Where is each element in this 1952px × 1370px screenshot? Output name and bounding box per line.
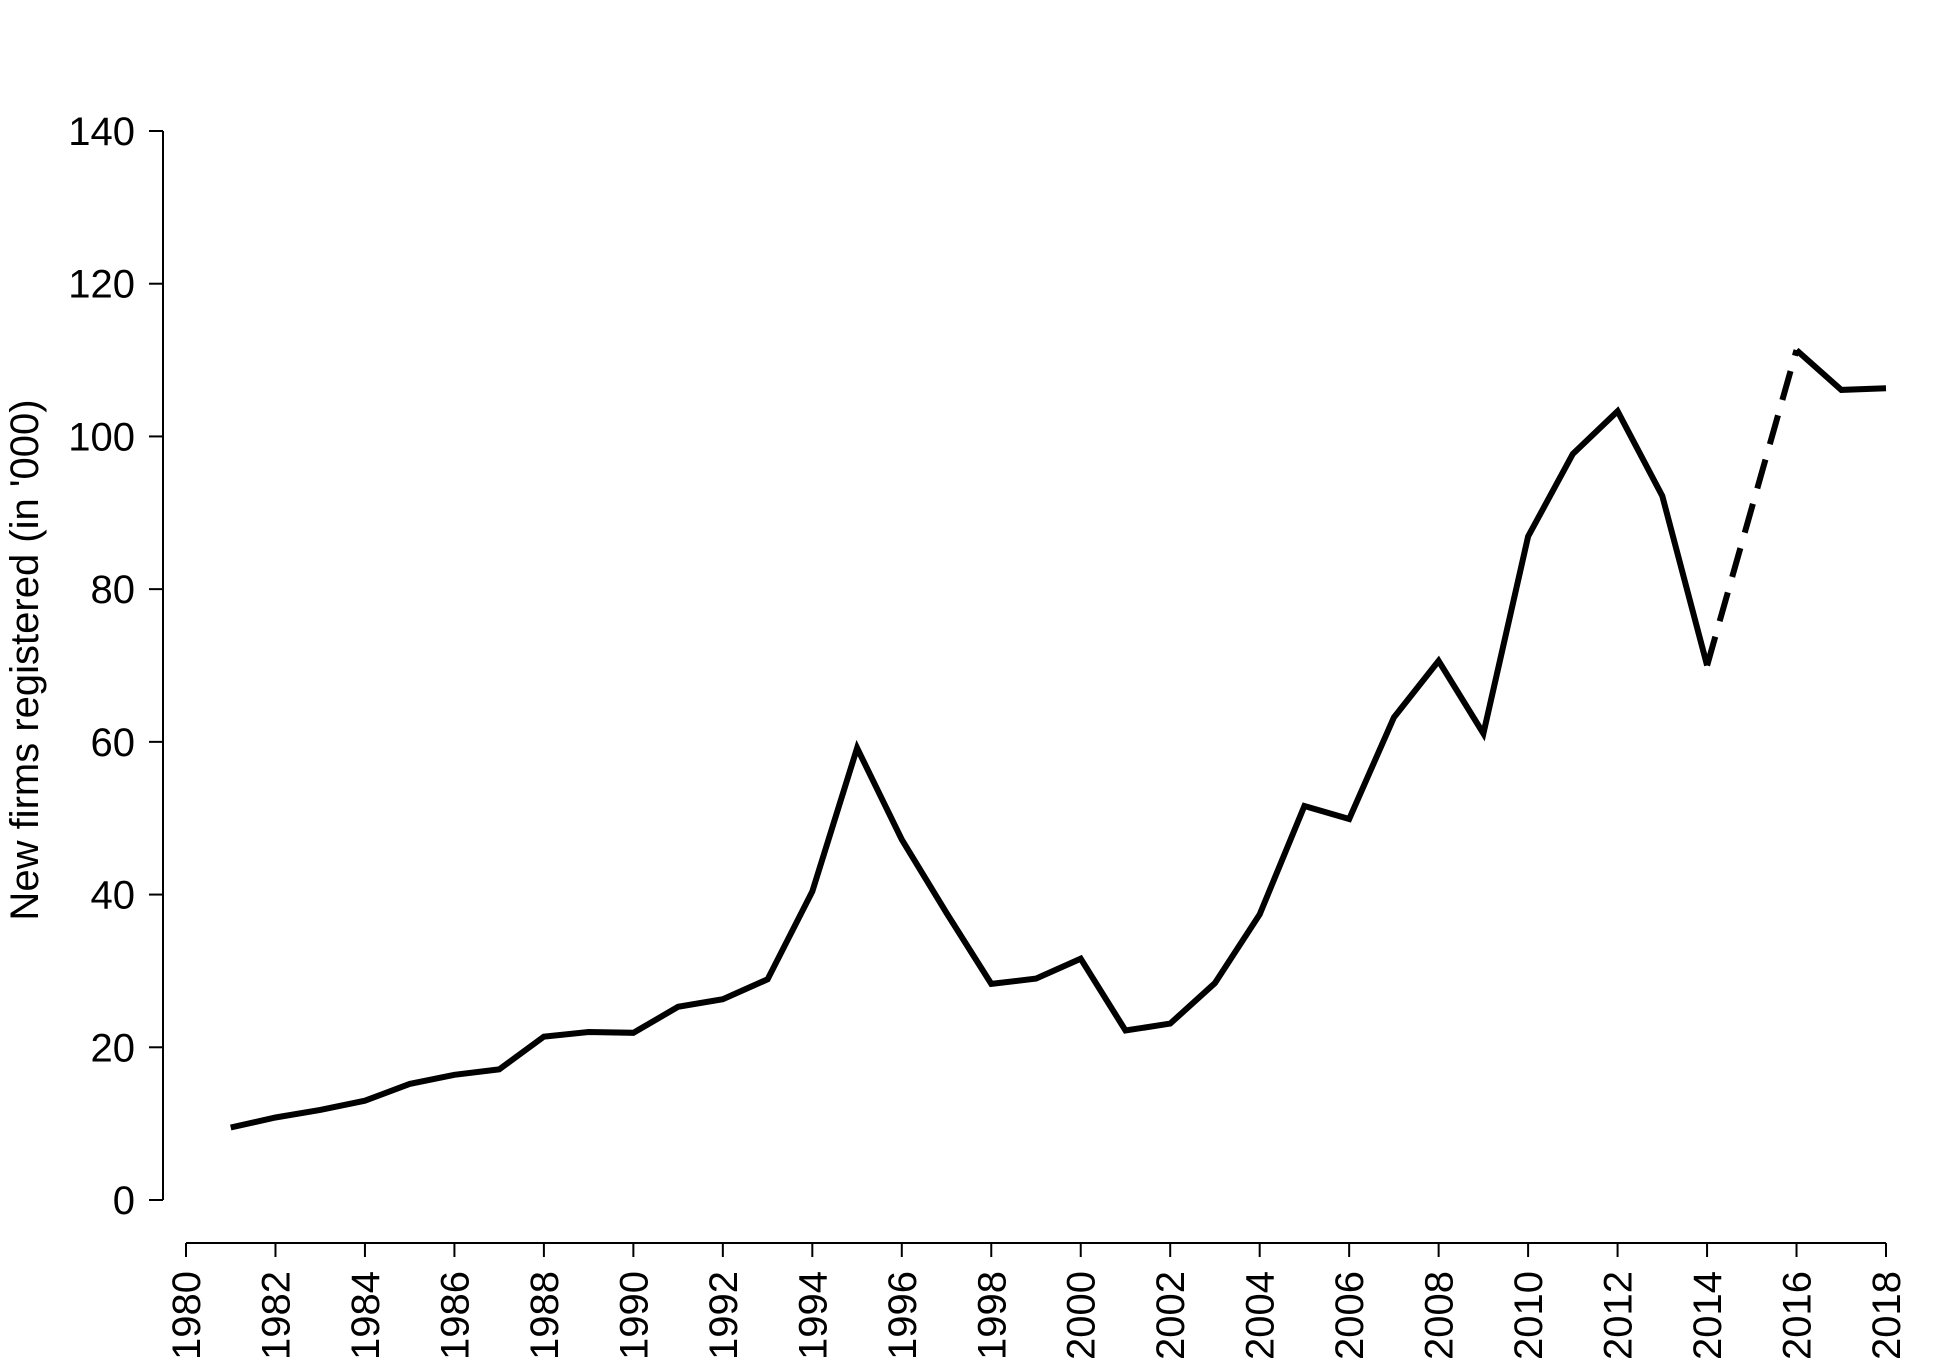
- x-tick-label: 1982: [254, 1271, 298, 1360]
- y-tick-label: 120: [68, 263, 135, 307]
- y-tick-label: 40: [91, 874, 136, 918]
- series-line-dashed: [1704, 349, 1800, 667]
- plot-area: [230, 347, 1887, 1131]
- x-tick-label: 2008: [1418, 1271, 1462, 1360]
- x-tick-label: 1980: [165, 1271, 209, 1360]
- y-axis: 0 20 40 60 80 100 120 140: [68, 110, 164, 1223]
- y-tick-label: 100: [68, 415, 135, 459]
- y-tick-label: 140: [68, 110, 135, 154]
- x-tick-label: 2016: [1776, 1271, 1820, 1360]
- y-tick-label: 60: [91, 721, 136, 765]
- x-tick-label: 2006: [1328, 1271, 1372, 1360]
- x-tick-label: 1996: [881, 1271, 925, 1360]
- x-tick-label: 2012: [1597, 1271, 1641, 1360]
- y-tick-label: 0: [113, 1179, 135, 1223]
- x-tick-label: 1992: [702, 1271, 746, 1360]
- x-tick-label: 1984: [344, 1271, 388, 1360]
- x-tick-label: 1988: [523, 1271, 567, 1360]
- x-tick-label: 2010: [1507, 1271, 1551, 1360]
- x-tick-label: 2014: [1686, 1271, 1730, 1360]
- x-tick-label: 2004: [1239, 1271, 1283, 1360]
- y-tick-label: 80: [91, 568, 136, 612]
- x-tick-label: 1994: [791, 1271, 835, 1360]
- y-axis-title: New firms registered (in '000): [3, 399, 47, 920]
- x-tick-label: 2000: [1060, 1271, 1104, 1360]
- x-tick-label: 2002: [1149, 1271, 1193, 1360]
- x-tick-label: 1990: [612, 1271, 656, 1360]
- series-line: [230, 406, 1711, 1131]
- series-line: [1794, 347, 1887, 393]
- x-axis: 1980 1982 1984 1986 1988 1990 1992 1994 1996 1998…: [165, 1242, 1909, 1360]
- y-tick-label: 20: [91, 1026, 136, 1070]
- x-tick-label: 1986: [433, 1271, 477, 1360]
- x-tick-label: 2018: [1865, 1271, 1909, 1360]
- x-tick-label: 1998: [970, 1271, 1014, 1360]
